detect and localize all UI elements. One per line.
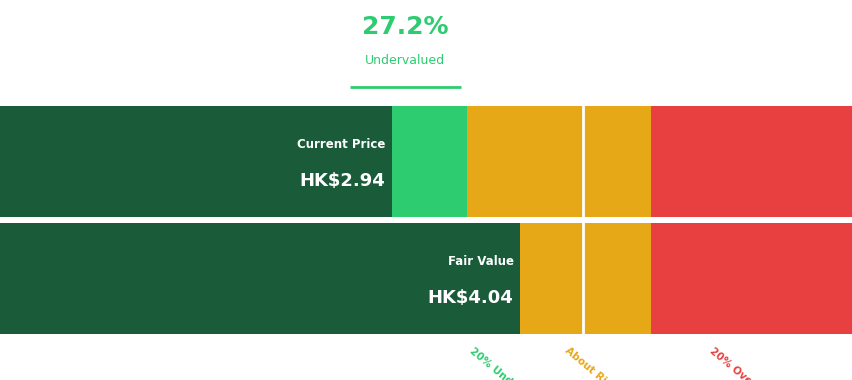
Text: HK$2.94: HK$2.94 [299,172,385,190]
Text: Current Price: Current Price [296,138,385,151]
Text: HK$4.04: HK$4.04 [427,289,513,307]
Bar [467,106,582,334]
Text: Fair Value: Fair Value [447,255,513,268]
Text: 27.2%: 27.2% [361,14,448,39]
Bar [650,106,852,334]
Text: Undervalued: Undervalued [365,54,445,67]
Bar [582,106,650,334]
Text: About Right: About Right [562,346,623,380]
Bar [0,106,392,217]
Text: 20% Undervalued: 20% Undervalued [467,346,553,380]
Text: 20% Overvalued: 20% Overvalued [707,346,787,380]
Bar [0,106,467,334]
Bar [0,217,852,223]
Bar [0,223,520,334]
